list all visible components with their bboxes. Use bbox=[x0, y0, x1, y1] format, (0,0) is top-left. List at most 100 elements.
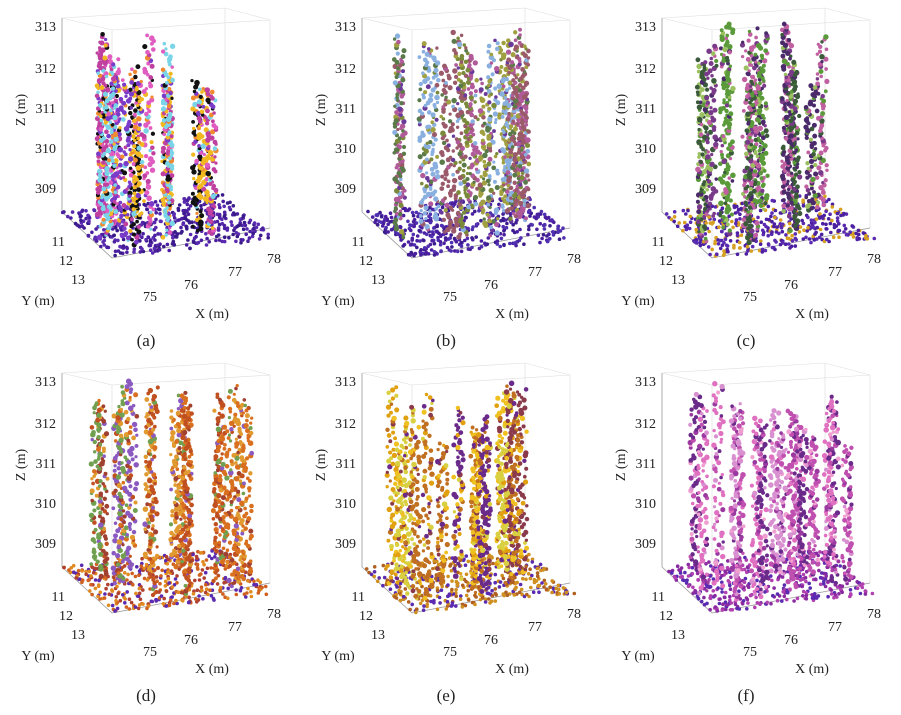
stem-point bbox=[507, 112, 510, 115]
stem-point bbox=[399, 101, 403, 105]
stem-point bbox=[212, 184, 217, 189]
ground-point bbox=[130, 572, 134, 576]
ground-point bbox=[87, 234, 91, 238]
stem-point bbox=[725, 181, 730, 186]
stem-point bbox=[493, 39, 497, 43]
stem-point bbox=[759, 204, 764, 209]
stem-point bbox=[190, 79, 193, 82]
stem-point bbox=[122, 226, 127, 231]
ground-point bbox=[466, 243, 470, 247]
ground-point bbox=[97, 579, 101, 583]
stem-point bbox=[508, 87, 511, 90]
z-tick-label: 310 bbox=[335, 142, 356, 157]
stem-point bbox=[725, 103, 729, 107]
stem-point bbox=[161, 67, 166, 72]
stem-point bbox=[723, 171, 726, 174]
ground-point bbox=[689, 215, 693, 219]
stem-point bbox=[109, 139, 114, 144]
stem-point bbox=[757, 126, 763, 132]
stem-point bbox=[811, 200, 816, 205]
stem-point bbox=[398, 212, 402, 216]
ground-point bbox=[158, 582, 162, 586]
stem-point bbox=[724, 201, 728, 205]
stem-point bbox=[819, 75, 823, 79]
stem-point bbox=[486, 195, 491, 200]
ground-point bbox=[386, 230, 390, 234]
ground-point bbox=[241, 238, 245, 242]
x-tick-label: 78 bbox=[267, 252, 281, 267]
stem-point bbox=[420, 173, 425, 178]
stem-point bbox=[197, 154, 202, 159]
z-tick-label: 313 bbox=[635, 20, 656, 35]
ground-point bbox=[537, 234, 541, 238]
stem-point bbox=[457, 42, 462, 47]
z-axis-label: Z (m) bbox=[614, 94, 629, 127]
stem-point bbox=[132, 119, 136, 123]
ground-point bbox=[264, 585, 268, 589]
stem-point bbox=[518, 183, 522, 187]
ground-point bbox=[249, 590, 253, 594]
stem-point bbox=[463, 155, 467, 159]
ground-point bbox=[682, 209, 686, 213]
stem-point bbox=[493, 111, 498, 116]
stem-point bbox=[789, 201, 793, 205]
stem-point bbox=[782, 198, 786, 202]
ground-point bbox=[536, 213, 540, 217]
stem-point bbox=[104, 121, 108, 125]
stem-point bbox=[478, 151, 482, 155]
stem-point bbox=[111, 62, 115, 66]
stem-point bbox=[165, 206, 168, 209]
ground-point bbox=[226, 587, 230, 591]
stem-point bbox=[419, 82, 423, 86]
stem-point bbox=[787, 214, 792, 219]
stem-point bbox=[448, 112, 451, 115]
stem-point bbox=[400, 77, 405, 82]
stem-point bbox=[458, 167, 462, 171]
stem-point bbox=[525, 123, 528, 126]
stem-point bbox=[713, 142, 718, 147]
ground-point bbox=[788, 222, 792, 226]
stem-point bbox=[401, 48, 406, 53]
stem-point bbox=[781, 145, 785, 149]
ground-point bbox=[736, 253, 740, 257]
ground-point bbox=[466, 227, 470, 231]
ground-point bbox=[773, 239, 777, 243]
stem-point bbox=[783, 105, 787, 109]
stem-point bbox=[191, 192, 195, 196]
stem-point bbox=[494, 66, 499, 71]
stem-point bbox=[205, 87, 211, 93]
stem-point bbox=[107, 148, 110, 151]
stem-point bbox=[467, 189, 471, 193]
ground-point bbox=[95, 239, 99, 243]
stem-point bbox=[451, 105, 455, 109]
ground-point bbox=[864, 234, 868, 238]
y-axis-label: Y (m) bbox=[21, 294, 55, 309]
stem-point bbox=[721, 215, 726, 220]
ground-point bbox=[479, 219, 483, 223]
stem-point bbox=[491, 72, 495, 76]
ground-point bbox=[172, 243, 176, 247]
ground-point bbox=[84, 217, 88, 221]
ground-point bbox=[162, 597, 166, 601]
ground-point bbox=[254, 583, 258, 587]
ground-point bbox=[722, 253, 726, 257]
stem-point bbox=[97, 177, 103, 183]
stem-point bbox=[487, 107, 491, 111]
ground-point bbox=[187, 596, 191, 600]
stem-point bbox=[526, 187, 530, 191]
stem-point bbox=[721, 144, 725, 148]
stem-point bbox=[720, 150, 723, 153]
stem-point bbox=[420, 131, 424, 135]
stem-point bbox=[121, 117, 126, 122]
stem-point bbox=[456, 211, 461, 216]
ground-point bbox=[119, 251, 123, 255]
ground-point bbox=[167, 249, 171, 253]
stem-point bbox=[712, 44, 717, 49]
stem-point bbox=[447, 143, 451, 147]
ground-point bbox=[729, 239, 733, 243]
ground-point bbox=[423, 246, 427, 250]
stem-point bbox=[518, 131, 524, 137]
stem-point bbox=[515, 55, 519, 59]
stem-point bbox=[467, 63, 471, 67]
